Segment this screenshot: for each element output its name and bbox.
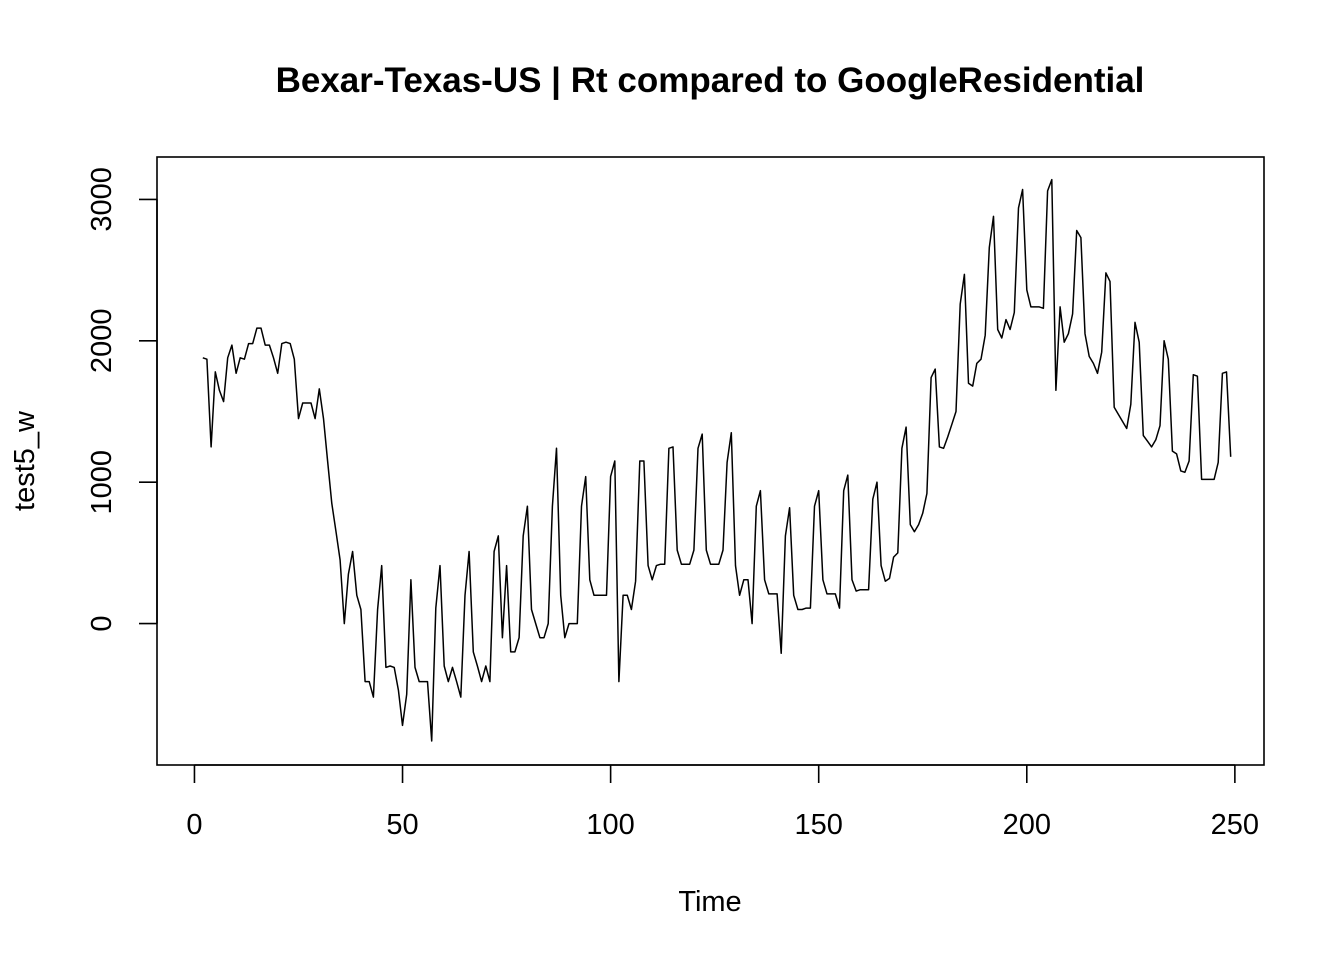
plot-area <box>202 178 1232 742</box>
plot-frame <box>156 156 1265 766</box>
x-tick-label: 0 <box>186 809 202 841</box>
y-tick-label: 0 <box>86 616 118 632</box>
y-axis: 0 1000 2000 3000 <box>86 167 158 632</box>
x-tick-label: 200 <box>1003 809 1051 841</box>
series-line <box>202 178 1232 742</box>
y-axis-label: test5_w <box>9 410 41 511</box>
chart-title: Bexar-Texas-US | Rt compared to GoogleRe… <box>276 61 1145 100</box>
x-tick-label: 50 <box>386 809 418 841</box>
x-axis: 0 50 100 150 200 250 <box>186 764 1259 841</box>
x-axis-label: Time <box>678 886 741 918</box>
x-tick-label: 150 <box>795 809 843 841</box>
y-tick-label: 2000 <box>86 309 118 374</box>
x-tick-label: 100 <box>586 809 634 841</box>
y-tick-label: 3000 <box>86 167 118 232</box>
x-tick-label: 250 <box>1211 809 1259 841</box>
y-tick-label: 1000 <box>86 450 118 515</box>
